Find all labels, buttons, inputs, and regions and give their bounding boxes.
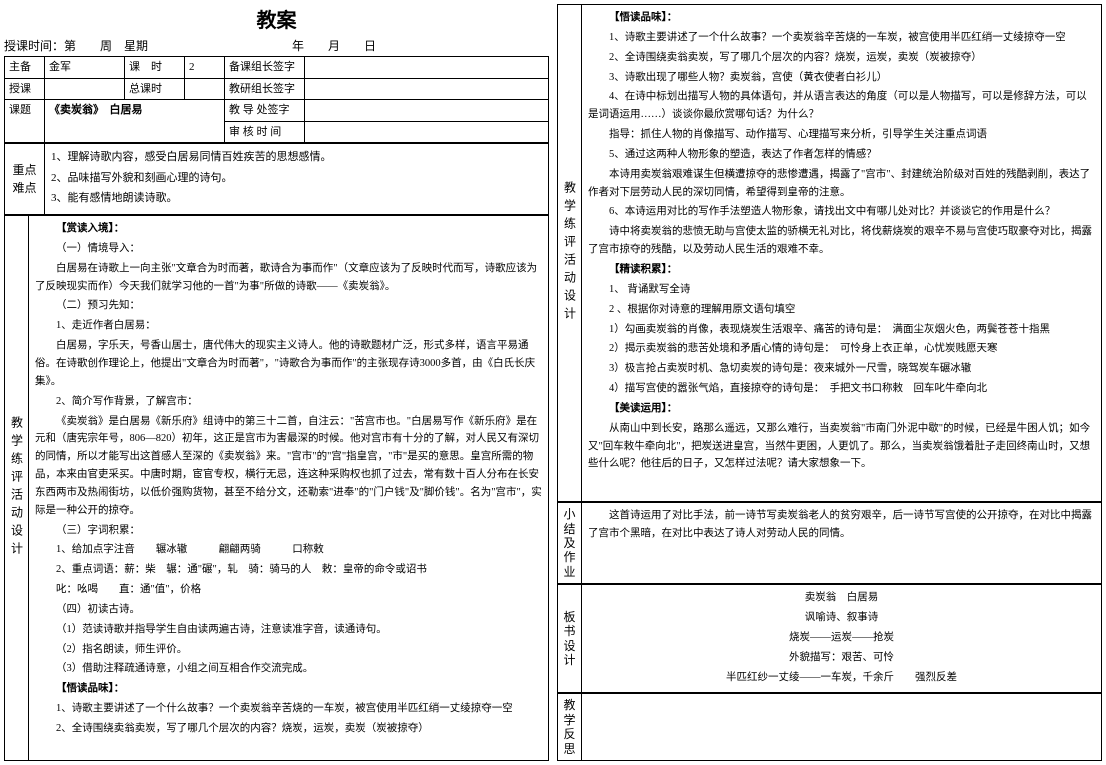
section-head: 【赏读入境】：: [35, 220, 542, 238]
p: 1、诗歌主要讲述了一个什么故事？一个卖炭翁辛苦烧的一车炭，被宫使用半匹红绡一丈绫…: [35, 700, 542, 718]
p: 1、诗歌主要讲述了一个什么故事？一个卖炭翁辛苦烧的一车炭，被宫使用半匹红绡一丈绫…: [588, 29, 1095, 47]
table-row: 教学反思: [558, 694, 1102, 761]
section-head: 【悟读品味】：: [35, 680, 542, 698]
p: 1、 背诵默写全诗: [588, 281, 1095, 299]
table-row: 小结及作业 这首诗运用了对比手法，前一诗节写卖炭翁老人的贫穷艰辛，后一诗节写宫使…: [558, 503, 1102, 584]
cell: 主备: [5, 57, 45, 79]
p: 诗中将卖炭翁的悲愤无助与宫使太监的骄横无礼对比，将伐薪烧炭的艰辛不易与宫使巧取豪…: [588, 223, 1095, 259]
table-row: 教学练评活动设计 【悟读品味】： 1、诗歌主要讲述了一个什么故事？一个卖炭翁辛苦…: [558, 5, 1102, 502]
kp-line: 3、能有感情地朗读诗歌。: [51, 189, 542, 208]
summary-content: 这首诗运用了对比手法，前一诗节写卖炭翁老人的贫穷艰辛，后一诗节写宫使的公开掠夺，…: [582, 503, 1102, 584]
table-row: 授课 总课时 教研组长签字: [5, 78, 549, 100]
cell: [305, 100, 549, 122]
keypoints-table: 重点难点 1、理解诗歌内容，感受白居易同情百姓疾苦的思想感情。 2、品味描写外貌…: [4, 143, 549, 215]
p: 3）极言抢占卖炭时机、急切卖炭的诗句是：夜来城外一尺雪，晓驾炭车碾冰辙: [588, 360, 1095, 378]
p: 叱：吆喝 直：通"值"，价格: [35, 581, 542, 599]
p: （三）字词积累：: [35, 522, 542, 540]
p: 2、重点词语：薪：柴 辗：通"碾"，轧 骑：骑马的人 敕：皇帝的命令或诏书: [35, 561, 542, 579]
cell: [305, 121, 549, 143]
p: （一）情境导入：: [35, 240, 542, 258]
p: 5、通过这两种人物形象的塑造，表达了作者怎样的情感？: [588, 146, 1095, 164]
cell: 课 时: [125, 57, 185, 79]
topic-cell: 《卖炭翁》 白居易: [45, 100, 225, 143]
board-label: 板书设计: [558, 585, 582, 693]
left-main-table: 教学练评活动设计 【赏读入境】： （一）情境导入： 白居易在诗歌上一向主张"文章…: [4, 215, 549, 761]
p: （2）指名朗读，师生评价。: [35, 641, 542, 659]
right-vertical-label: 教学练评活动设计: [558, 5, 582, 502]
p: 卖炭翁 白居易: [588, 589, 1095, 607]
p: 2、全诗围绕卖翁卖炭，写了哪几个层次的内容？烧炭，运炭，卖炭（炭被掠夺）: [35, 720, 542, 738]
cell: 课题: [5, 100, 45, 143]
right-content: 【悟读品味】： 1、诗歌主要讲述了一个什么故事？一个卖炭翁辛苦烧的一车炭，被宫使…: [582, 5, 1102, 502]
meta-line: 授课时间：第 周 星期 年 月 日: [4, 37, 549, 54]
left-page: 教案 授课时间：第 周 星期 年 月 日 主备 金军 课 时 2 备课组长签字 …: [4, 4, 549, 761]
table-row: 教学练评活动设计 【赏读入境】： （一）情境导入： 白居易在诗歌上一向主张"文章…: [5, 216, 549, 761]
p: 1、给加点字注音 辗冰辙 翩翩两骑 口称敕: [35, 541, 542, 559]
p: 半匹红纱一丈绫——一车炭，千余斤 强烈反差: [588, 669, 1095, 687]
section-head: 【精读积累】：: [588, 261, 1095, 279]
p: 外貌描写：艰苦、可怜: [588, 649, 1095, 667]
p: 1）勾画卖炭翁的肖像，表现烧炭生活艰辛、痛苦的诗句是： 满面尘灰烟火色，两鬓苍苍…: [588, 321, 1095, 339]
cell: [305, 78, 549, 100]
summary-table: 小结及作业 这首诗运用了对比手法，前一诗节写卖炭翁老人的贫穷艰辛，后一诗节写宫使…: [557, 502, 1102, 584]
cell: 教研组长签字: [225, 78, 305, 100]
cell: 授课: [5, 78, 45, 100]
header-table: 主备 金军 课 时 2 备课组长签字 授课 总课时 教研组长签字 课题 《卖炭翁…: [4, 56, 549, 143]
cell: 2: [185, 57, 225, 79]
p: 从南山中到长安，路那么遥远，又那么难行，当卖炭翁"市南门外泥中歇"的时候，已经是…: [588, 420, 1095, 474]
document-title: 教案: [4, 4, 549, 33]
board-table: 板书设计 卖炭翁 白居易 讽喻诗、叙事诗 烧炭——运炭——抢炭 外貌描写：艰苦、…: [557, 584, 1102, 693]
p: 6、本诗运用对比的写作手法塑造人物形象，请找出文中有哪儿处对比？并谈谈它的作用是…: [588, 203, 1095, 221]
section-head: 【悟读品味】：: [588, 9, 1095, 27]
p: （二）预习先知：: [35, 297, 542, 315]
left-vertical-label: 教学练评活动设计: [5, 216, 29, 761]
p: 本诗用卖炭翁艰难谋生但横遭掠夺的悲惨遭遇，揭露了"宫市"、封建统治阶级对百姓的残…: [588, 166, 1095, 202]
table-row: 课题 《卖炭翁》 白居易 教 导 处签字: [5, 100, 549, 122]
cell: 教 导 处签字: [225, 100, 305, 122]
cell: [305, 57, 549, 79]
table-row: 重点难点 1、理解诗歌内容，感受白居易同情百姓疾苦的思想感情。 2、品味描写外貌…: [5, 144, 549, 215]
reflect-label: 教学反思: [558, 694, 582, 761]
p: 2）揭示卖炭翁的悲苦处境和矛盾心情的诗句是： 可怜身上衣正单，心忧炭贱愿天寒: [588, 340, 1095, 358]
cell: 总课时: [125, 78, 185, 100]
p: 讽喻诗、叙事诗: [588, 609, 1095, 627]
cell: 审 核 时 间: [225, 121, 305, 143]
p: （3）借助注释疏通诗意，小组之间互相合作交流完成。: [35, 660, 542, 678]
p: 白居易在诗歌上一向主张"文章合为时而著，歌诗合为事而作"（文章应该为了反映时代而…: [35, 260, 542, 296]
p: 白居易，字乐天，号香山居士，唐代伟大的现实主义诗人。他的诗歌题材广泛，形式多样，…: [35, 337, 542, 391]
cell: 金军: [45, 57, 125, 79]
reflect-content: [582, 694, 1102, 761]
cell: 备课组长签字: [225, 57, 305, 79]
p: 指导：抓住人物的肖像描写、动作描写、心理描写来分析，引导学生关注重点词语: [588, 126, 1095, 144]
kp-line: 2、品味描写外貌和刻画心理的诗句。: [51, 169, 542, 188]
p: 4）描写宫使的嚣张气焰，直接掠夺的诗句是： 手把文书口称敕 回车叱牛牵向北: [588, 380, 1095, 398]
section-head: 【美读运用】：: [588, 400, 1095, 418]
p: 2、简介写作背景，了解宫市：: [35, 393, 542, 411]
left-content: 【赏读入境】： （一）情境导入： 白居易在诗歌上一向主张"文章合为时而著，歌诗合…: [29, 216, 549, 761]
p: 这首诗运用了对比手法，前一诗节写卖炭翁老人的贫穷艰辛，后一诗节写宫使的公开掠夺，…: [588, 507, 1095, 543]
keypoints-content: 1、理解诗歌内容，感受白居易同情百姓疾苦的思想感情。 2、品味描写外貌和刻画心理…: [45, 144, 549, 215]
p: 烧炭——运炭——抢炭: [588, 629, 1095, 647]
right-main-table: 教学练评活动设计 【悟读品味】： 1、诗歌主要讲述了一个什么故事？一个卖炭翁辛苦…: [557, 4, 1102, 502]
p: （1）范读诗歌并指导学生自由读两遍古诗，注意读准字音，读通诗句。: [35, 621, 542, 639]
table-row: 板书设计 卖炭翁 白居易 讽喻诗、叙事诗 烧炭——运炭——抢炭 外貌描写：艰苦、…: [558, 585, 1102, 693]
p: 2、全诗围绕卖翁卖炭，写了哪几个层次的内容？烧炭，运炭，卖炭（炭被掠夺）: [588, 49, 1095, 67]
right-page: 教学练评活动设计 【悟读品味】： 1、诗歌主要讲述了一个什么故事？一个卖炭翁辛苦…: [557, 4, 1102, 761]
p: 2 、根据你对诗意的理解用原文语句填空: [588, 301, 1095, 319]
p: 1、走近作者白居易：: [35, 317, 542, 335]
table-row: 主备 金军 课 时 2 备课组长签字: [5, 57, 549, 79]
p: 4、在诗中标划出描写人物的具体语句，并从语言表达的角度（可以是人物描写，可以是修…: [588, 88, 1095, 124]
board-content: 卖炭翁 白居易 讽喻诗、叙事诗 烧炭——运炭——抢炭 外貌描写：艰苦、可怜 半匹…: [582, 585, 1102, 693]
keypoints-label: 重点难点: [5, 144, 45, 215]
cell: [185, 78, 225, 100]
p: 3、诗歌出现了哪些人物？卖炭翁，宫使（黄衣使者白衫儿）: [588, 69, 1095, 87]
kp-line: 1、理解诗歌内容，感受白居易同情百姓疾苦的思想感情。: [51, 148, 542, 167]
p: 《卖炭翁》是白居易《新乐府》组诗中的第三十二首，自注云："苦宫市也。"白居易写作…: [35, 413, 542, 520]
p: （四）初读古诗。: [35, 601, 542, 619]
cell: [45, 78, 125, 100]
reflect-table: 教学反思: [557, 693, 1102, 761]
summary-label: 小结及作业: [558, 503, 582, 584]
